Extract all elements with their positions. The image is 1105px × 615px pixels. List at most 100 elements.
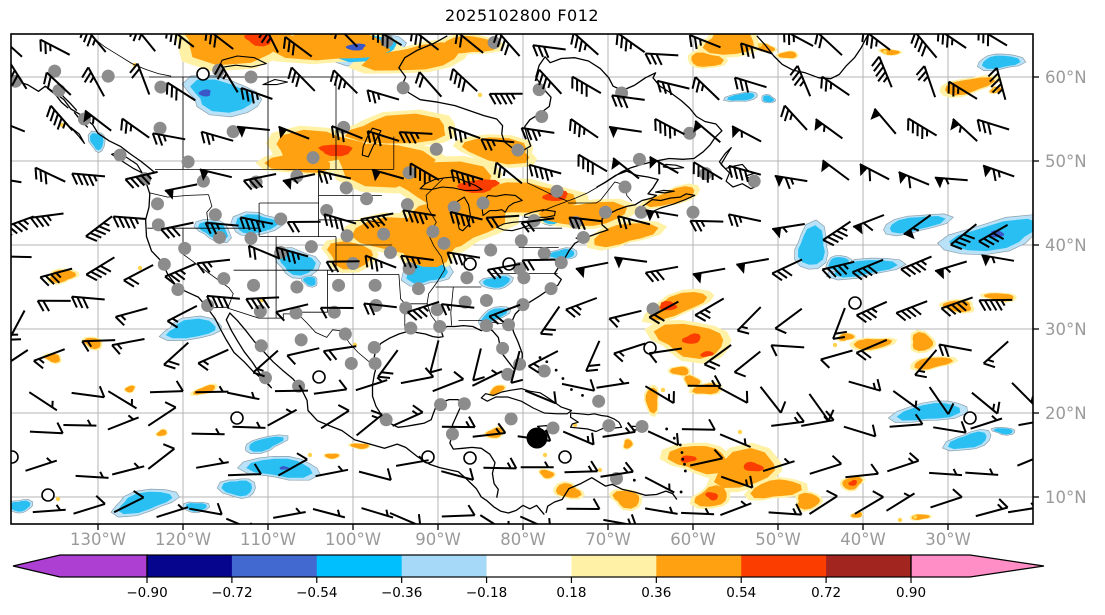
colorbar-tick-label: −0.72 [211,585,252,601]
lake-outline [262,78,289,86]
wind-barb [565,297,598,318]
wind-barb [889,413,924,428]
island-outline [655,189,675,194]
positive-anomaly-region [267,34,391,61]
wind-barb [409,162,440,184]
contour-speck [757,42,763,48]
wind-barb [656,79,690,96]
wind-barb [124,170,158,189]
strong-negative-core [345,43,366,51]
wind-barb [728,164,762,183]
wind-barb [45,105,74,132]
wind-barb [11,45,23,58]
wind-barb [30,212,64,228]
station-dot [196,174,210,188]
wind-barb [789,65,812,97]
wind-barb [11,349,29,374]
station-dot [618,180,632,194]
lake-outline [361,127,382,158]
wind-barb [323,213,357,231]
positive-anomaly-region [691,52,724,67]
colorbar-segment [826,555,912,577]
wind-barb [970,415,1003,430]
station-dot [244,70,258,84]
station-dot [151,218,165,232]
wind-barb [377,349,399,379]
positive-anomaly-region [467,182,577,214]
wind-barb [395,455,429,467]
wind-barb [149,380,184,394]
wind-barb [562,430,595,446]
wind-barb [693,120,721,144]
station-dot [479,319,493,333]
negative-anomaly-region [221,480,252,497]
wind-barb [147,443,176,470]
wind-barb [814,34,843,56]
wind-barb [851,258,884,281]
islet-dot [680,451,684,454]
station-dot [537,364,551,378]
wind-barb [274,384,309,393]
positive-anomaly-region [350,443,369,449]
station-dot [646,302,660,316]
island-outline [480,388,573,415]
wind-barb [236,125,270,138]
wind-barb [534,68,563,95]
coastline [46,87,69,109]
wind-barb [325,260,360,273]
station-dot [686,205,700,219]
positive-anomaly-region [914,357,954,370]
wind-barb [43,71,72,96]
wind-barb [226,391,260,401]
wind-barb [160,221,194,239]
colorbar-segment [147,555,233,577]
station-dot [213,230,227,244]
wind-barb [111,338,145,355]
wind-barb [232,421,266,429]
wind-barb [871,55,893,88]
colorbar-tick-label: 0.72 [811,585,841,601]
station-dot [154,80,168,94]
positive-anomaly-region [648,292,708,321]
station-dot [178,241,192,255]
wind-barb [688,34,721,50]
wind-barb [450,169,484,187]
station-dot [171,283,185,297]
islet-dot [554,368,558,372]
contour-speck [660,387,666,393]
wind-barb [11,215,35,237]
wind-barb [1018,421,1033,427]
wind-barb [681,507,715,516]
positive-anomaly-region [461,137,530,165]
wind-barb [441,416,476,429]
wind-barb [692,267,726,284]
wind-barb [608,125,642,139]
negative-anomaly-region [993,428,1013,435]
wind-barb [900,255,932,278]
wind-barb [532,44,566,59]
wind-barb [898,171,930,189]
wind-barb [360,212,394,230]
wind-barb [861,34,891,51]
islet-dot [672,436,676,440]
positive-anomaly-region [361,42,460,71]
wind-barb [520,461,554,469]
station-dot [368,356,382,370]
station-dot [546,421,560,435]
colorbar-segment [571,555,657,577]
wind-barb [570,34,599,56]
positive-anomaly-region [344,113,446,144]
wind-barb [727,213,762,228]
calm-station-circle [196,67,210,81]
wind-barb [903,214,932,240]
negative-anomaly-region [117,491,173,515]
wind-barb [147,401,177,427]
islet-dot [538,356,542,359]
wind-barb [286,347,320,365]
wind-barb [771,258,803,282]
wind-barb [736,258,769,274]
y-tick-label: 60°N [1045,68,1087,87]
contour-speck [832,342,838,348]
station-dot [337,120,351,134]
